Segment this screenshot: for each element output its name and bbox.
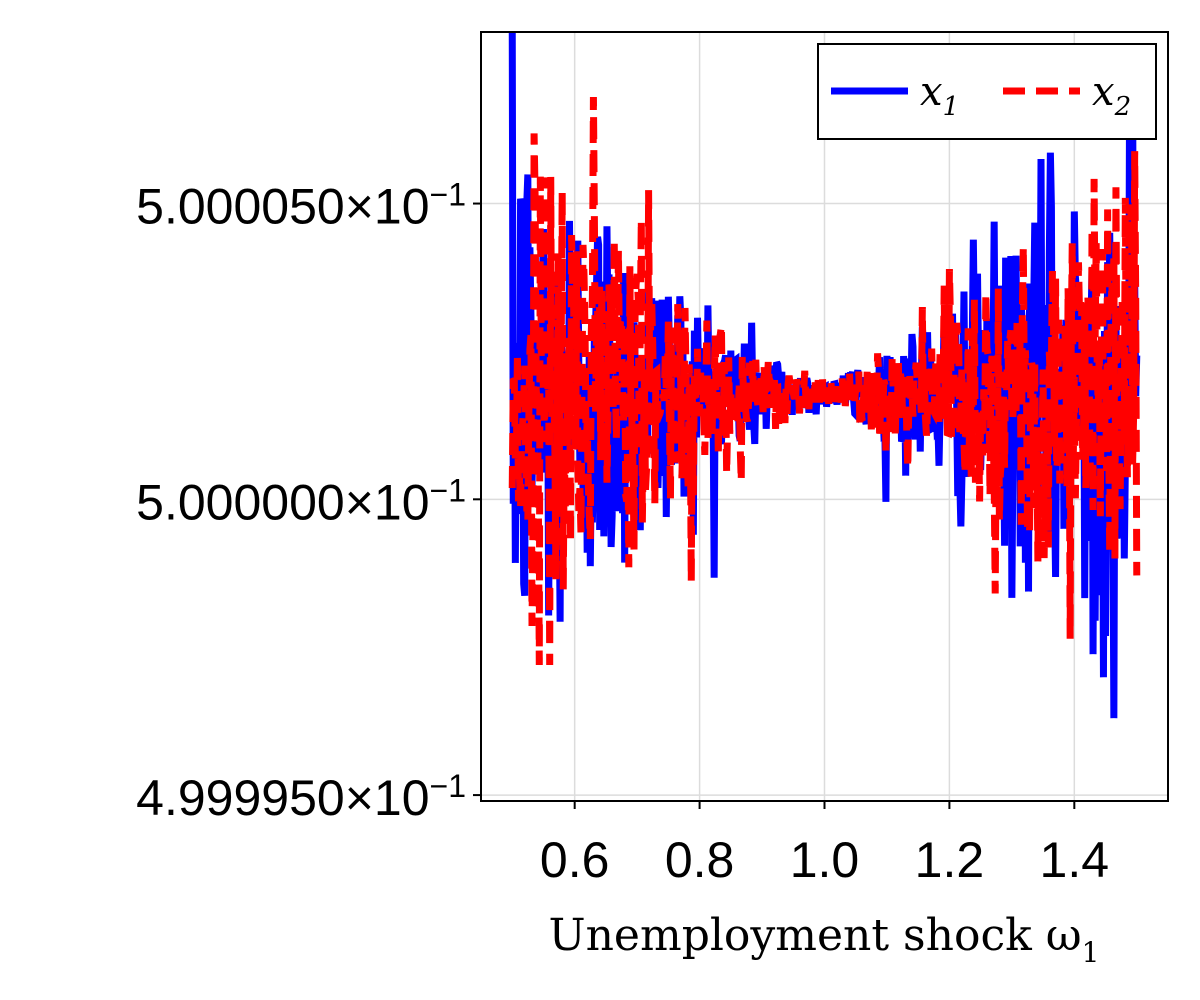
x-axis-label: Unemployment shock ω1 — [549, 910, 1100, 969]
x-tick-label: 1.4 — [1040, 832, 1110, 888]
legend-label-x1: x1 — [920, 69, 959, 122]
series-layer — [508, 32, 1141, 719]
y-tick-times: ×10 — [345, 474, 430, 530]
y-tick-exponent: −1 — [430, 472, 466, 508]
y-tick-times: ×10 — [345, 770, 430, 826]
y-tick-mantissa: 5.000050 — [136, 179, 345, 235]
y-tick-mantissa: 5.000000 — [136, 474, 345, 530]
x-tick-label: 1.0 — [790, 832, 860, 888]
y-tick-mantissa: 4.999950 — [136, 770, 345, 826]
series-line-x2 — [508, 97, 1141, 665]
y-tick-exponent: −1 — [430, 177, 466, 213]
y-tick-label: 5.000000×10−1 — [136, 472, 466, 530]
axes: 0.6 0.8 1.0 1.2 1.44.999950×10−15.000000×10−… — [136, 177, 1109, 888]
legend: x1 x2 — [817, 43, 1157, 140]
legend-label-x2: x2 — [1092, 69, 1131, 122]
y-tick-label: 5.000050×10−1 — [136, 177, 466, 235]
x-tick-label: 1.2 — [915, 832, 985, 888]
x-tick-label: 0.8 — [665, 832, 735, 888]
x-tick-label: 0.6 — [540, 832, 610, 888]
y-tick-times: ×10 — [345, 179, 430, 235]
y-tick-exponent: −1 — [430, 768, 466, 804]
y-tick-label: 4.999950×10−1 — [136, 768, 466, 826]
plot-area — [508, 32, 1141, 719]
